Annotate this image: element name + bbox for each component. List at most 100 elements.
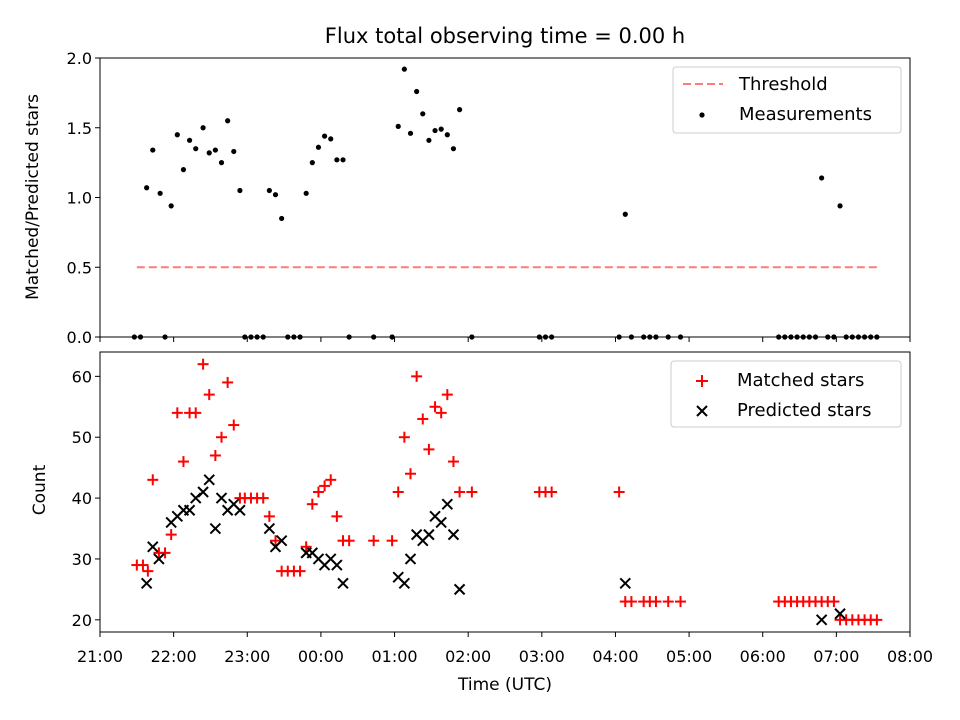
matched-star-point	[411, 370, 423, 382]
top-legend-box	[672, 66, 902, 134]
predicted-star-point	[140, 577, 153, 590]
measurement-point	[450, 146, 457, 152]
matched-star-point	[392, 486, 404, 498]
measurement-point	[340, 157, 346, 163]
matched-star-point	[368, 535, 380, 547]
predicted-star-point	[423, 528, 435, 541]
predicted-star-point	[331, 559, 343, 571]
matched-star-point	[828, 596, 840, 608]
predicted-star-point	[398, 577, 411, 590]
chart-title: Flux total observing time = 0.00 h	[325, 24, 685, 48]
predicted-marker-b	[275, 534, 288, 547]
matched-star-point	[171, 407, 183, 419]
top-y-tick-label: 2.0	[67, 49, 92, 68]
measurement-point	[303, 190, 309, 196]
predicted-marker-b	[453, 583, 466, 596]
predicted-marker-b	[228, 498, 240, 510]
x-tick-label: 07:00	[813, 647, 859, 666]
x-tick-label: 03:00	[519, 647, 565, 666]
measurement-point	[206, 150, 212, 156]
top-y-tick-label: 0.5	[67, 258, 92, 277]
measurements-legend-label: Measurements	[739, 104, 872, 125]
matched-star-point	[197, 358, 209, 370]
predicted-marker-b	[215, 492, 228, 504]
x-tick-label: 01:00	[371, 647, 417, 666]
measurement-point	[420, 111, 426, 117]
measurement-point	[231, 148, 237, 155]
measurement-point	[837, 203, 843, 209]
x-tick-label: 22:00	[151, 647, 197, 666]
predicted-star-point	[337, 577, 349, 590]
measurement-point	[395, 123, 401, 129]
x-tick-label: 05:00	[666, 647, 712, 666]
matched-star-point	[325, 474, 337, 486]
predicted-marker-b	[203, 474, 215, 486]
top-legend: Threshold Measurements	[672, 66, 902, 134]
ratio-panel: 0.0 0.5 1.0 1.5 2.0 Threshold Measurements	[67, 49, 911, 347]
measurement-point	[622, 211, 628, 217]
top-y-axis-label: Matched/Predicted stars	[23, 94, 43, 300]
matched-star-point	[398, 431, 410, 443]
x-tick-label: 23:00	[224, 647, 270, 666]
predicted-marker-b	[209, 522, 222, 535]
bottom-plot-frame	[99, 351, 911, 633]
predicted-marker-b	[435, 516, 447, 529]
measurement-point	[444, 132, 450, 138]
predicted-marker-b	[441, 498, 454, 510]
measurement-point	[200, 125, 206, 131]
measurement-point	[180, 167, 187, 173]
matched-star-point	[435, 407, 447, 419]
predicted-star-point	[183, 504, 196, 516]
matched-star-point	[441, 389, 453, 401]
measurement-point	[144, 185, 150, 191]
matched-star-point	[300, 541, 312, 553]
x-tick-label: 08:00	[887, 647, 933, 666]
measurement-point	[212, 147, 218, 153]
x-tick-label: 21:00	[77, 647, 123, 666]
matched-star-point	[662, 596, 674, 608]
threshold-legend-label: Threshold	[738, 74, 828, 95]
predicted-marker-b	[815, 614, 828, 626]
predicted-marker-b	[183, 504, 196, 516]
predicted-star-point	[435, 516, 447, 529]
matched-star-point	[625, 596, 637, 608]
measurement-point	[272, 192, 279, 198]
bottom-y-tick-label: 30	[72, 550, 92, 569]
matched-star-point	[137, 559, 149, 571]
predicted-marker-b	[404, 553, 417, 565]
bottom-y-tick-label: 40	[72, 489, 92, 508]
measurement-point	[414, 88, 420, 95]
predicted-marker-b	[325, 553, 337, 565]
measurement-point	[401, 66, 407, 72]
predicted-marker-b	[153, 553, 165, 565]
measurements-legend-swatch	[699, 112, 705, 118]
measurement-point	[174, 132, 180, 138]
matched-star-point	[466, 486, 478, 498]
measurement-point	[266, 187, 272, 194]
measurement-point	[225, 118, 231, 124]
matched-star-point	[319, 480, 331, 492]
x-tick-label: 00:00	[298, 647, 344, 666]
matched-star-point	[613, 486, 625, 498]
matched-star-point	[222, 376, 234, 388]
bottom-legend: Matched stars Predicted stars	[670, 360, 902, 428]
measurement-point	[168, 203, 174, 209]
matched-star-point	[454, 486, 466, 498]
count-panel: 20 30 40 50 60 21:00 22:00 23:00 00:00 01:00 02:00…	[72, 351, 933, 666]
top-y-tick-label: 1.0	[67, 189, 92, 208]
predicted-marker-b	[147, 541, 159, 553]
bottom-y-tick-label: 60	[72, 367, 92, 386]
measurement-point	[321, 133, 328, 139]
matched-star-point	[216, 431, 227, 443]
measurement-point	[309, 160, 315, 166]
measurement-point	[157, 190, 163, 196]
predicted-star-point	[215, 492, 228, 504]
predicted-marker-b	[312, 553, 325, 565]
predicted-marker-b	[410, 528, 423, 541]
matched-star-point	[405, 468, 416, 480]
predicted-star-point	[275, 534, 288, 547]
predicted-marker-b	[619, 577, 631, 590]
matched-star-point	[650, 596, 662, 608]
predicted-star-point	[203, 474, 215, 486]
measurement-point	[328, 136, 334, 142]
